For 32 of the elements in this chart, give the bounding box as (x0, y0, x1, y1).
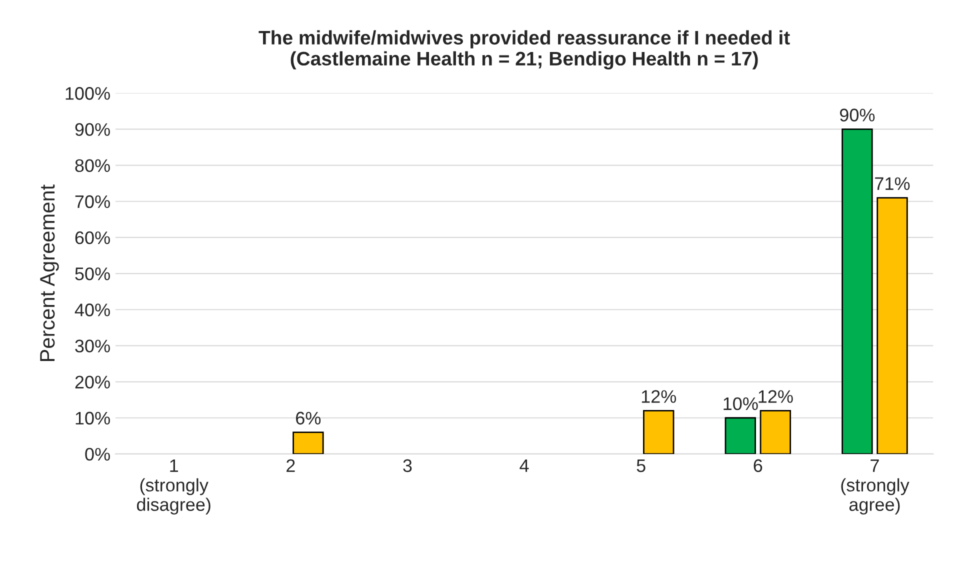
bar (760, 410, 792, 454)
chart-title: The midwife/midwives provided reassurance if I needed it (Castlemaine Health n = 21; Bendigo Health n = 17) (258, 30, 790, 70)
x-tick-label: 2 (286, 459, 295, 472)
x-tick-label: 3 (403, 459, 412, 472)
bar (842, 128, 873, 454)
bar (643, 410, 674, 454)
y-tick-label: 0% (85, 448, 110, 461)
x-tick-label: 7 (strongly agree) (841, 459, 910, 515)
y-tick-label: 10% (76, 412, 110, 425)
y-tick-label: 40% (74, 304, 110, 316)
data-label: 12% (642, 390, 676, 403)
y-tick-label: 60% (75, 231, 110, 244)
y-tick-label: 30% (75, 340, 110, 352)
data-label: 12% (758, 390, 793, 403)
y-tick-label: 50% (75, 267, 110, 280)
y-axis-title: Percent Agreement (40, 184, 59, 361)
x-tick-label: 1 (strongly disagree) (136, 459, 210, 515)
data-label: 6% (296, 412, 321, 425)
x-tick-label: 6 (754, 459, 762, 472)
y-tick-label: 20% (75, 376, 110, 389)
x-tick-label: 5 (636, 459, 646, 472)
data-label: 71% (875, 177, 910, 190)
bar (876, 197, 908, 454)
y-tick-label: 70% (75, 195, 110, 208)
bar (724, 417, 756, 454)
y-tick-label: 80% (75, 159, 110, 172)
x-tick-label: 4 (520, 459, 529, 472)
bar (292, 432, 324, 454)
data-label: 10% (724, 397, 758, 410)
y-tick-label: 90% (75, 123, 110, 136)
y-tick-label: 100% (66, 87, 110, 100)
data-label: 90% (840, 108, 875, 122)
